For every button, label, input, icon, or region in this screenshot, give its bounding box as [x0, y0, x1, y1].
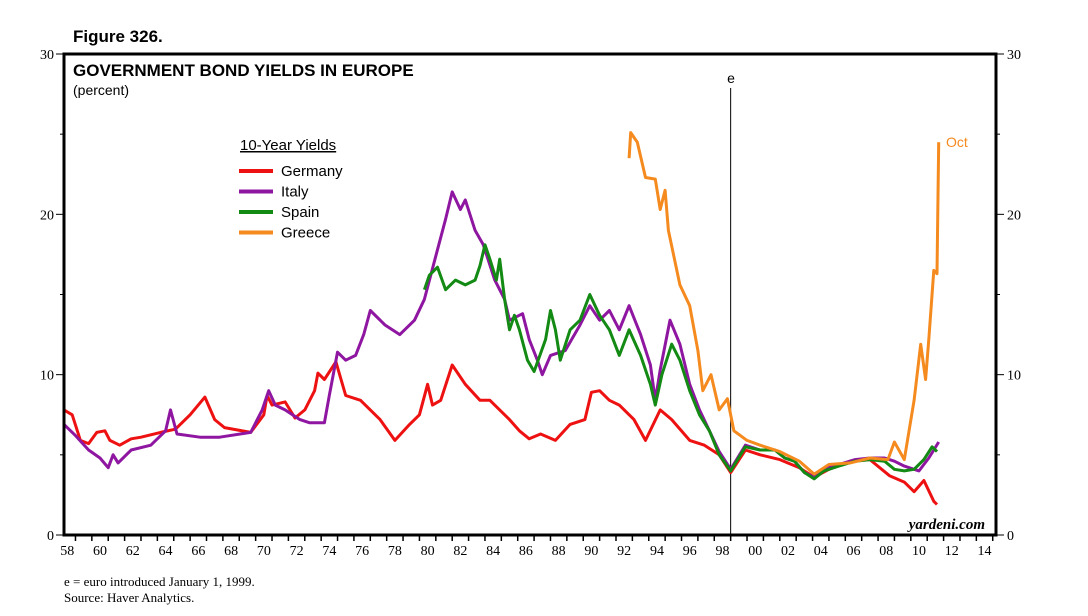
- x-tick-label: 96: [683, 544, 697, 559]
- legend-label-spain: Spain: [281, 204, 319, 221]
- x-tick-label: 90: [584, 544, 598, 559]
- x-tick-label: 68: [224, 544, 238, 559]
- series-line-spain: [422, 243, 939, 481]
- y-tick-label-right: 30: [1007, 48, 1021, 63]
- x-tick-label: 12: [945, 544, 959, 559]
- legend-label-greece: Greece: [281, 225, 330, 242]
- x-tick-label: 74: [322, 544, 336, 559]
- y-tick-label-right: 0: [1007, 529, 1014, 544]
- x-tick-label: 86: [519, 544, 533, 559]
- chart-subtitle: (percent): [73, 82, 129, 98]
- x-tick-label: 06: [846, 544, 860, 559]
- x-tick-label: 78: [388, 544, 402, 559]
- plot-frame: [62, 52, 998, 537]
- x-tick-label: 58: [60, 544, 74, 559]
- watermark: yardeni.com: [907, 517, 985, 533]
- y-tick-label-right: 20: [1007, 208, 1021, 223]
- x-tick-label: 08: [879, 544, 893, 559]
- x-tick-label: 14: [978, 544, 992, 559]
- series-line-italy: [62, 190, 940, 479]
- x-tick-label: 62: [126, 544, 140, 559]
- series-line-germany: [63, 360, 939, 506]
- x-tick-label: 88: [552, 544, 566, 559]
- x-tick-label: 70: [257, 544, 271, 559]
- x-tick-label: 82: [453, 544, 467, 559]
- x-tick-label: 98: [715, 544, 729, 559]
- chart-title: GOVERNMENT BOND YIELDS IN EUROPE: [73, 61, 414, 80]
- legend: Germany Italy Spain Greece: [239, 163, 343, 242]
- y-tick-label-left: 0: [47, 529, 54, 544]
- x-tick-label: 00: [748, 544, 762, 559]
- x-tick-label: 72: [290, 544, 304, 559]
- x-tick-label: 92: [617, 544, 631, 559]
- series-lines: [62, 131, 941, 506]
- x-tick-label: 02: [781, 544, 795, 559]
- x-tick-label: 76: [355, 544, 369, 559]
- y-tick-label-right: 10: [1007, 369, 1021, 384]
- euro-marker-label: e: [727, 70, 735, 86]
- figure-label: Figure 326.: [73, 27, 163, 46]
- x-tick-label: 66: [191, 544, 205, 559]
- series-line-greece: [627, 131, 941, 476]
- footnote-euro: e = euro introduced January 1, 1999.: [64, 574, 255, 589]
- x-tick-label: 80: [421, 544, 435, 559]
- x-tick-label: 94: [650, 544, 664, 559]
- x-tick-label: 04: [814, 544, 828, 559]
- legend-label-germany: Germany: [281, 163, 343, 180]
- x-tick-label: 84: [486, 544, 500, 559]
- greece-end-label: Oct: [946, 134, 968, 150]
- x-tick-label: 64: [159, 544, 173, 559]
- x-tick-label: 10: [912, 544, 926, 559]
- y-tick-label-left: 20: [40, 208, 54, 223]
- legend-title: 10-Year Yields: [240, 137, 336, 154]
- legend-label-italy: Italy: [281, 184, 309, 201]
- x-tick-label: 60: [93, 544, 107, 559]
- footnote-source: Source: Haver Analytics.: [64, 590, 194, 605]
- y-tick-label-left: 30: [40, 48, 54, 63]
- y-tick-label-left: 10: [40, 369, 54, 384]
